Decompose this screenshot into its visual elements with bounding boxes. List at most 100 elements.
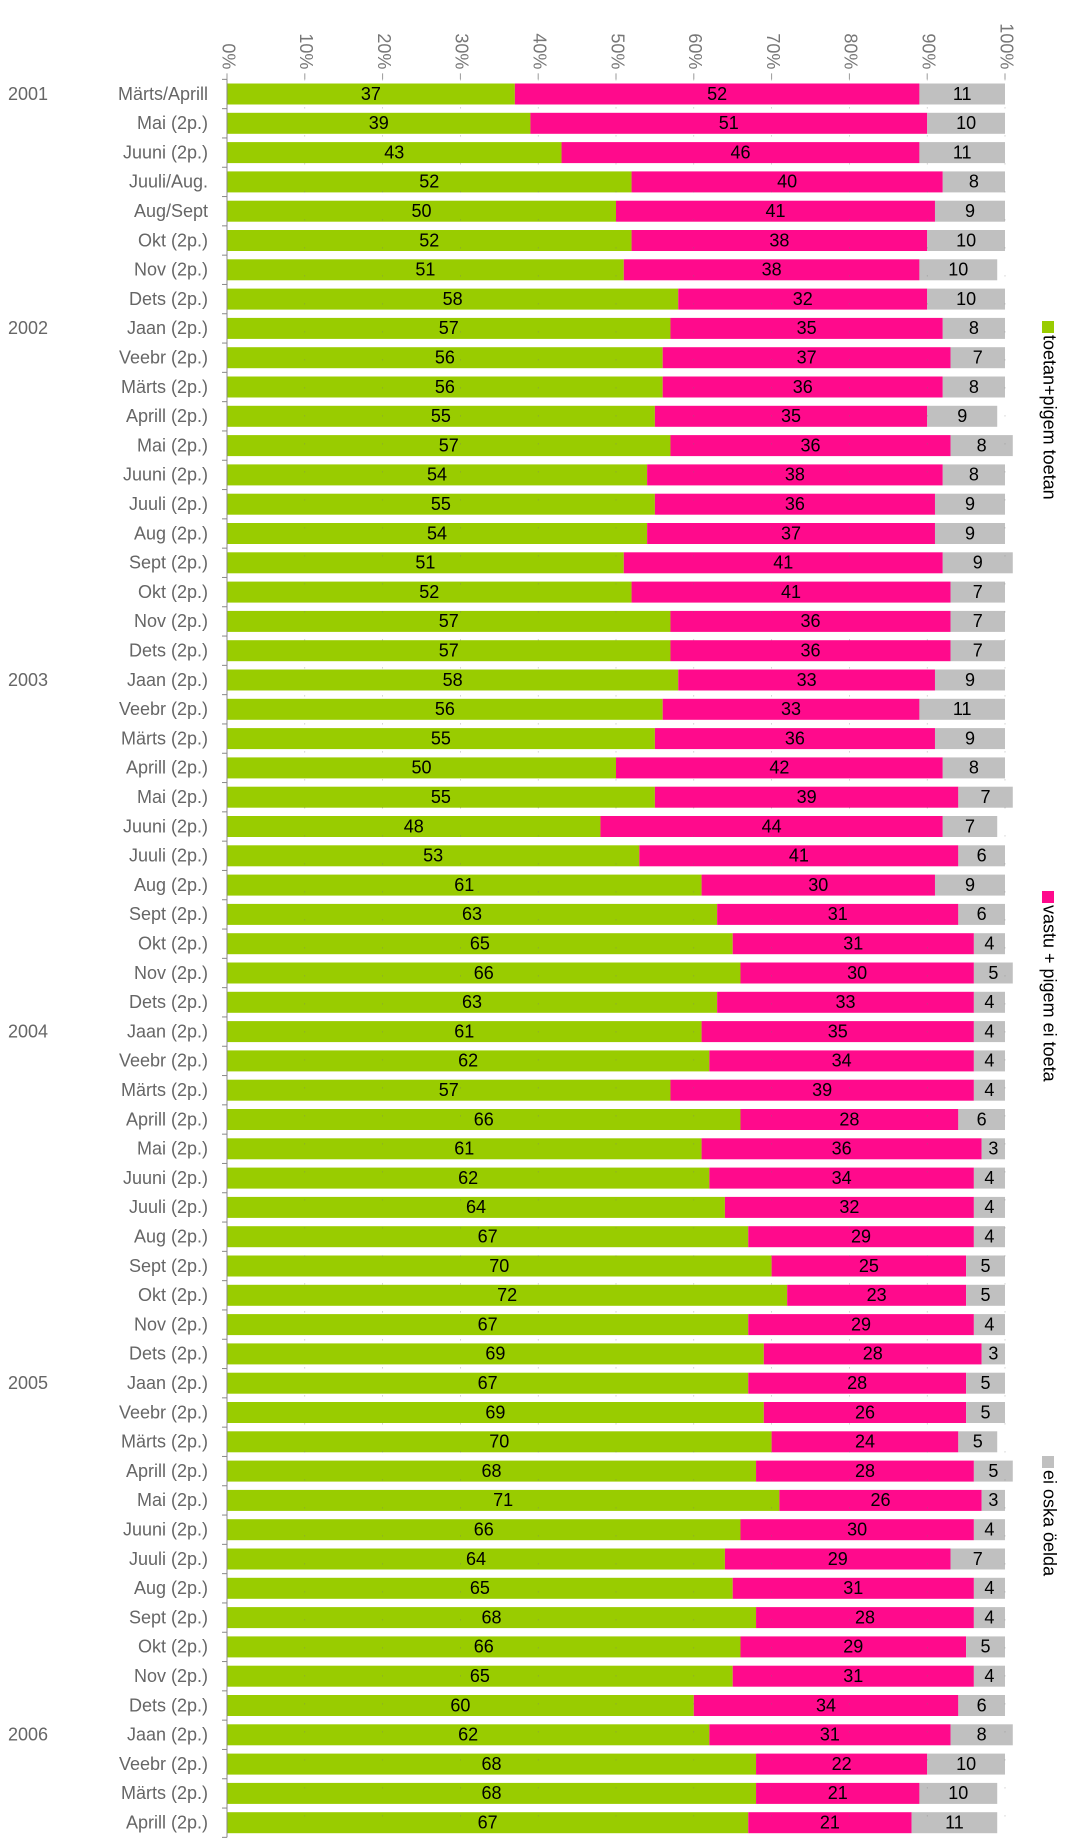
year-label: 2002	[8, 318, 48, 338]
data-label: 8	[969, 377, 979, 397]
bar-segment	[950, 1724, 1013, 1746]
data-label: 52	[419, 230, 439, 250]
data-label: 24	[855, 1432, 875, 1452]
data-label: 21	[828, 1783, 848, 1803]
legend-item: ei oska öelda	[1039, 1456, 1059, 1577]
bar-segment	[966, 1636, 1005, 1658]
y-tick-label: Jaan (2p.)	[127, 318, 208, 338]
data-label: 34	[832, 1168, 852, 1188]
data-label: 72	[497, 1285, 517, 1305]
data-label: 11	[953, 84, 972, 104]
data-label: 6	[977, 904, 987, 924]
data-label: 41	[789, 846, 809, 866]
y-tick-label: Sept (2p.)	[129, 1256, 208, 1276]
data-label: 67	[478, 1373, 498, 1393]
legend-label: ei oska öelda	[1039, 1470, 1059, 1577]
y-tick-label: Juuli (2p.)	[129, 846, 208, 866]
data-label: 36	[793, 377, 813, 397]
y-tick-label: Juuli/Aug.	[129, 172, 208, 192]
data-label: 9	[973, 553, 983, 573]
data-label: 60	[450, 1695, 470, 1715]
bar-segment	[623, 552, 943, 574]
bar-segment	[227, 259, 624, 281]
bar-segment	[227, 1636, 741, 1658]
bar-segment	[227, 1489, 780, 1511]
bar-segment	[647, 464, 943, 486]
x-tick-label: 50%	[607, 33, 627, 69]
data-label: 36	[800, 435, 820, 455]
bar-segment	[966, 1402, 1005, 1423]
bar-segment	[678, 669, 935, 691]
data-label: 23	[867, 1285, 887, 1305]
bar-segment	[670, 640, 951, 662]
bar-segment	[654, 786, 959, 808]
bar-segment	[227, 728, 655, 750]
bar-segment	[227, 1314, 749, 1336]
data-label: 7	[965, 816, 975, 836]
bar-segment	[950, 435, 1013, 457]
bar-segment	[701, 874, 935, 896]
year-label: 2005	[8, 1373, 48, 1393]
legend-item: vastu + pigem ei toeta	[1039, 891, 1059, 1083]
data-label: 26	[855, 1402, 875, 1422]
bar-segment	[966, 1284, 1005, 1306]
data-label: 36	[785, 494, 805, 514]
data-label: 71	[493, 1490, 513, 1510]
bar-segment	[227, 1167, 710, 1189]
bar-segment	[748, 1226, 974, 1248]
data-label: 65	[470, 933, 490, 953]
data-label: 9	[965, 201, 975, 221]
bar-segment	[647, 523, 935, 544]
bar-segment	[950, 1548, 1005, 1570]
data-label: 38	[769, 230, 789, 250]
bar-segment	[678, 288, 928, 310]
y-tick-label: Nov (2p.)	[134, 611, 208, 631]
data-label: 4	[984, 1226, 994, 1246]
data-label: 25	[859, 1256, 879, 1276]
legend-item: toetan+pigem toetan	[1039, 321, 1059, 500]
data-label: 57	[439, 435, 459, 455]
bar-segment	[756, 1753, 928, 1775]
bar-segment	[763, 1343, 982, 1365]
data-label: 46	[730, 142, 750, 162]
data-label: 57	[439, 1080, 459, 1100]
data-label: 8	[969, 318, 979, 338]
bar-segment	[927, 288, 1005, 310]
y-tick-label: Juuni (2p.)	[123, 142, 208, 162]
bar-segment	[227, 1782, 757, 1804]
data-label: 68	[482, 1783, 502, 1803]
bar-segment	[227, 347, 663, 369]
data-label: 4	[984, 1168, 994, 1188]
bar-segment	[670, 435, 951, 457]
bar-segment	[227, 581, 632, 603]
bar-segment	[732, 1665, 974, 1687]
data-label: 5	[988, 1461, 998, 1481]
y-tick-label: Jaan (2p.)	[127, 1725, 208, 1745]
data-label: 53	[423, 846, 443, 866]
bar-segment	[227, 1695, 694, 1716]
data-label: 56	[435, 377, 455, 397]
bar-segment	[958, 1431, 998, 1453]
data-label: 8	[969, 465, 979, 485]
data-label: 6	[977, 1109, 987, 1129]
data-label: 4	[984, 1607, 994, 1627]
bar-segment	[227, 230, 632, 251]
bar-segment	[934, 493, 1005, 515]
legend-swatch	[1042, 1456, 1054, 1468]
bar-segment	[927, 405, 998, 427]
data-label: 61	[454, 1021, 474, 1041]
y-tick-label: Nov (2p.)	[134, 260, 208, 280]
x-tick-label: 100%	[996, 23, 1016, 69]
data-label: 11	[945, 1812, 964, 1832]
data-label: 28	[855, 1461, 875, 1481]
bar-segment	[709, 1724, 951, 1746]
y-tick-label: Dets (2p.)	[129, 992, 208, 1012]
data-label: 29	[828, 1549, 848, 1569]
y-tick-label: Aprill (2p.)	[126, 1109, 208, 1129]
bar-segment	[227, 1079, 671, 1101]
y-tick-label: Märts (2p.)	[121, 377, 208, 397]
data-label: 70	[489, 1432, 509, 1452]
y-tick-label: Juuli (2p.)	[129, 1197, 208, 1217]
y-tick-label: Aug (2p.)	[134, 523, 208, 543]
data-label: 51	[415, 260, 435, 280]
